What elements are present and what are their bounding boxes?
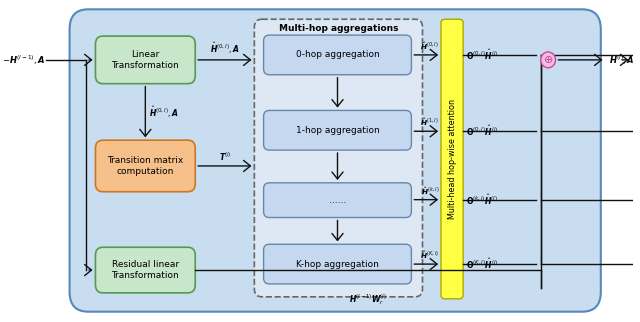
Circle shape	[541, 52, 556, 68]
FancyBboxPatch shape	[441, 19, 463, 299]
Text: $\boldsymbol{H}^{(l-1)}\boldsymbol{W}_r^{(l)}$: $\boldsymbol{H}^{(l-1)}\boldsymbol{W}_r^…	[349, 292, 387, 307]
Text: $\hat{\boldsymbol{H}}^{(0,l)}, \boldsymbol{A}$: $\hat{\boldsymbol{H}}^{(0,l)}, \boldsymb…	[149, 104, 179, 120]
Text: $\hat{\boldsymbol{H}}^{(0,l)}, \boldsymbol{A}$: $\hat{\boldsymbol{H}}^{(0,l)}, \boldsymb…	[210, 41, 239, 56]
Text: $\boldsymbol{\Theta}^{(0,l)}\hat{\boldsymbol{H}}^{(l)}$: $\boldsymbol{\Theta}^{(0,l)}\hat{\boldsy…	[466, 124, 498, 138]
FancyBboxPatch shape	[264, 244, 412, 284]
Text: Multi-hop aggregations: Multi-hop aggregations	[278, 24, 398, 33]
FancyBboxPatch shape	[254, 19, 422, 297]
FancyBboxPatch shape	[95, 36, 195, 84]
Text: Residual linear
Transformation: Residual linear Transformation	[111, 260, 179, 280]
FancyBboxPatch shape	[95, 140, 195, 192]
Text: $-\boldsymbol{H}^{(l-1)}, \boldsymbol{A}$: $-\boldsymbol{H}^{(l-1)}, \boldsymbol{A}…	[2, 53, 45, 67]
FancyBboxPatch shape	[70, 9, 601, 312]
FancyBboxPatch shape	[264, 35, 412, 75]
Text: $\hat{\boldsymbol{H}}^{(1,l)}$: $\hat{\boldsymbol{H}}^{(1,l)}$	[420, 117, 439, 128]
FancyBboxPatch shape	[95, 247, 195, 293]
Text: $\boldsymbol{T}^{(l)}$: $\boldsymbol{T}^{(l)}$	[218, 151, 231, 163]
FancyBboxPatch shape	[264, 110, 412, 150]
Text: K-hop aggregation: K-hop aggregation	[296, 260, 379, 269]
Text: Linear
Transformation: Linear Transformation	[111, 50, 179, 70]
Text: Transition matrix
computation: Transition matrix computation	[108, 156, 184, 176]
Text: $\hat{\boldsymbol{H}}^{(k,l)}$: $\hat{\boldsymbol{H}}^{(k,l)}$	[420, 185, 439, 197]
Text: $\boldsymbol{\Theta}^{(0,l)}\hat{\boldsymbol{H}}^{(l)}$: $\boldsymbol{\Theta}^{(0,l)}\hat{\boldsy…	[466, 48, 498, 62]
Text: $\boldsymbol{\Theta}^{(k,l)}\hat{\boldsymbol{H}}^{(l)}$: $\boldsymbol{\Theta}^{(k,l)}\hat{\boldsy…	[466, 193, 498, 207]
Text: $\hat{\boldsymbol{H}}^{(K,l)}$: $\hat{\boldsymbol{H}}^{(K,l)}$	[420, 250, 439, 261]
Text: $\boldsymbol{H}^{(l)}, \boldsymbol{A}$: $\boldsymbol{H}^{(l)}, \boldsymbol{A}$	[609, 53, 635, 67]
FancyBboxPatch shape	[264, 183, 412, 217]
Text: Multi-head hop-wise attention: Multi-head hop-wise attention	[447, 99, 456, 219]
Text: 0-hop aggregation: 0-hop aggregation	[296, 51, 380, 60]
Text: 1-hop aggregation: 1-hop aggregation	[296, 126, 380, 135]
Text: $\oplus$: $\oplus$	[543, 54, 554, 65]
Text: ......: ......	[329, 196, 346, 205]
Text: $\boldsymbol{\Theta}^{(K,l)}\hat{\boldsymbol{H}}^{(l)}$: $\boldsymbol{\Theta}^{(K,l)}\hat{\boldsy…	[466, 257, 499, 271]
Text: $\hat{\boldsymbol{H}}^{(0,l)}$: $\hat{\boldsymbol{H}}^{(0,l)}$	[420, 41, 439, 52]
